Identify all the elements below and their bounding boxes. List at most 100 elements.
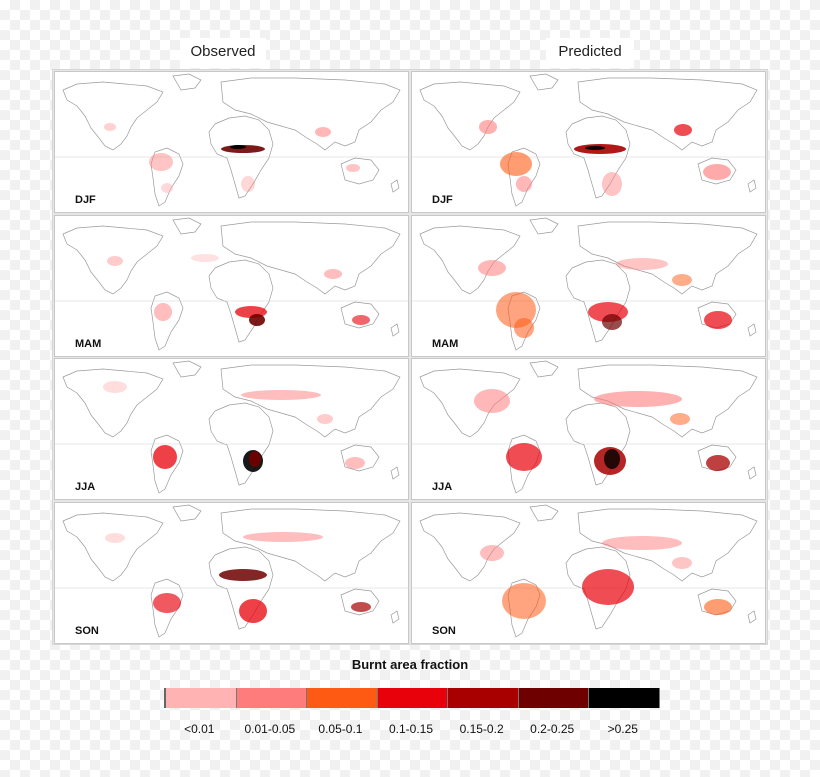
- season-label: SON: [75, 624, 99, 637]
- burnt-area-patch-1: [502, 582, 546, 619]
- season-label: JJA: [75, 481, 96, 493]
- landmass-5: [172, 217, 202, 234]
- landmass-5: [172, 360, 202, 378]
- legend-swatch-0: [166, 688, 237, 708]
- map-panel-observed-mam: MAM: [54, 214, 409, 357]
- burnt-area-patch-1: [249, 313, 265, 326]
- world-map: [412, 73, 765, 207]
- landmass-3: [577, 77, 758, 151]
- legend-swatch-1: [236, 688, 308, 708]
- burnt-area-patch-1: [239, 598, 267, 623]
- burnt-area-patch-6: [479, 120, 497, 134]
- burnt-area-patch-2: [154, 302, 172, 321]
- map-panel-observed-jja: JJA: [54, 358, 409, 500]
- landmass-5: [172, 73, 202, 91]
- world-map: [55, 360, 408, 494]
- burnt-area-patch-5: [104, 123, 116, 131]
- legend-swatch-6: [589, 688, 661, 708]
- landmass-3: [220, 508, 401, 581]
- legend-color-bar: [164, 688, 661, 708]
- landmass-0: [62, 368, 164, 438]
- legend-label-3: 0.1-0.15: [389, 722, 434, 736]
- season-label: SON: [432, 624, 456, 637]
- world-map: [55, 73, 408, 207]
- burnt-area-patch-7: [672, 273, 692, 286]
- season-label: DJF: [432, 194, 453, 206]
- landmass-0: [419, 368, 521, 438]
- map-panel-observed-son: SON: [54, 501, 409, 644]
- burnt-area-patch-2: [506, 443, 542, 471]
- burnt-area-patch-6: [107, 255, 123, 266]
- map-panel-predicted-mam: MAM: [411, 214, 766, 357]
- season-label: MAM: [432, 337, 459, 350]
- season-label: DJF: [75, 194, 96, 206]
- burnt-area-patch-7: [602, 172, 622, 196]
- observed-column-header: Observed: [180, 38, 266, 68]
- landmass-0: [419, 81, 521, 151]
- burnt-area-patch-5: [703, 164, 731, 180]
- burnt-area-patch-5: [478, 259, 506, 276]
- landmass-4: [340, 157, 380, 185]
- landmass-6: [390, 609, 400, 624]
- landmass-6: [390, 322, 400, 337]
- map-panel-predicted-djf: DJF: [411, 71, 766, 213]
- burnt-area-patch-5: [672, 556, 692, 569]
- burnt-area-patch-2: [153, 445, 177, 469]
- burnt-area-patch-4: [706, 455, 730, 471]
- landmass-5: [172, 504, 202, 521]
- map-panel-predicted-jja: JJA: [411, 358, 766, 500]
- burnt-area-patch-1: [585, 146, 605, 150]
- burnt-area-patch-6: [616, 257, 668, 270]
- landmass-5: [529, 73, 559, 91]
- burnt-area-patch-1: [230, 145, 246, 149]
- legend-label-4: 0.15-0.2: [459, 722, 504, 736]
- map-panel-predicted-son: SON: [411, 501, 766, 644]
- burnt-area-patch-3: [315, 127, 331, 137]
- landmass-0: [419, 225, 521, 294]
- landmass-1: [150, 147, 184, 207]
- landmass-5: [529, 360, 559, 378]
- burnt-area-patch-4: [480, 544, 504, 561]
- legend-swatch-3: [377, 688, 449, 708]
- landmass-6: [747, 609, 757, 624]
- burnt-area-patch-6: [241, 176, 255, 192]
- legend-label-1: 0.01-0.05: [244, 722, 296, 736]
- burnt-area-patch-0: [219, 568, 267, 581]
- burnt-area-patch-6: [670, 413, 690, 425]
- burnt-area-patch-5: [105, 532, 125, 543]
- world-map: [412, 504, 765, 638]
- burnt-area-patch-5: [474, 389, 510, 413]
- landmass-6: [747, 179, 757, 193]
- burnt-area-patch-6: [317, 414, 333, 424]
- burnt-area-patch-4: [352, 314, 370, 325]
- landmass-3: [577, 221, 758, 294]
- landmass-5: [529, 217, 559, 234]
- landmass-0: [62, 81, 164, 151]
- landmass-0: [62, 225, 164, 294]
- landmass-0: [419, 512, 521, 581]
- world-map: [412, 217, 765, 351]
- burnt-area-patch-2: [602, 535, 682, 550]
- burnt-area-patch-7: [161, 183, 173, 193]
- burnt-area-patch-5: [191, 253, 219, 262]
- landmass-3: [220, 364, 401, 438]
- burnt-area-patch-1: [602, 313, 622, 330]
- landmass-6: [390, 466, 400, 480]
- burnt-area-patch-1: [249, 451, 261, 467]
- landmass-0: [62, 512, 164, 581]
- landmass-5: [529, 504, 559, 521]
- legend-labels: <0.01 0.01-0.05 0.05-0.1 0.1-0.15 0.15-0.2 0.…: [164, 722, 658, 736]
- burnt-area-patch-3: [241, 390, 321, 400]
- burnt-area-patch-3: [324, 268, 342, 279]
- burnt-area-patch-4: [346, 164, 360, 172]
- predicted-column-header: Predicted: [546, 38, 634, 68]
- legend-swatch-2: [307, 688, 378, 708]
- legend-title: Burnt area fraction: [351, 657, 469, 672]
- world-map: [55, 504, 408, 638]
- legend-label-0: <0.01: [184, 722, 215, 736]
- burnt-area-patch-4: [351, 601, 371, 612]
- season-label: JJA: [432, 481, 453, 493]
- legend-label-5: 0.2-0.25: [530, 722, 575, 736]
- burnt-area-patch-4: [704, 310, 732, 329]
- legend-label-2: 0.05-0.1: [318, 722, 363, 736]
